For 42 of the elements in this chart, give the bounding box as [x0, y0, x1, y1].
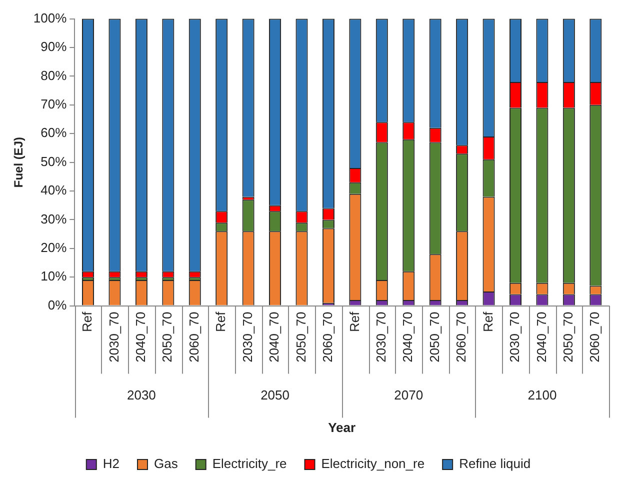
- y-tick-label: 70%: [40, 96, 68, 112]
- x-tick-label: 2040_70: [400, 312, 416, 362]
- y-tick-label: 30%: [40, 211, 68, 226]
- x-tick-label: 2060_70: [320, 312, 336, 362]
- x-tick-label: 2060_70: [186, 312, 202, 362]
- x-tick-label: Ref: [480, 311, 496, 332]
- y-tick-label: 90%: [40, 39, 68, 54]
- x-tick-label: Ref: [213, 311, 228, 332]
- x-tick-label: 2050_70: [560, 312, 576, 362]
- x-tick-label: 2040_70: [266, 312, 282, 362]
- legend-label: Refine liquid: [459, 456, 531, 472]
- x-tick-label: Ref: [80, 311, 95, 332]
- text: 2070: [394, 387, 424, 402]
- y-tick-label: 20%: [40, 240, 68, 255]
- x-tick-label: 2030_70: [373, 312, 388, 362]
- x-tick-label: 2030_70: [507, 312, 522, 362]
- y-axis-title: Fuel (EJ): [12, 136, 26, 188]
- y-tick-label: 10%: [40, 268, 68, 284]
- x-tick-label: 2030_70: [106, 312, 122, 362]
- x-axis-title: Year: [328, 420, 356, 435]
- legend-label: H2: [102, 456, 120, 472]
- x-tick-label: 2050_70: [160, 312, 175, 362]
- x-tick-label: 2040_70: [133, 312, 148, 362]
- y-tick-label: 40%: [40, 182, 68, 198]
- y-tick-label: 100%: [33, 10, 68, 26]
- x-tick-label: 2050_70: [293, 312, 308, 362]
- x-tick-label: Ref: [346, 311, 362, 332]
- x-tick-label: 2050_70: [426, 312, 442, 362]
- x-tick-label: 2030_70: [240, 312, 255, 362]
- legend-label: Electricity_non_re: [321, 456, 425, 472]
- x-tick-label: 2040_70: [534, 312, 549, 362]
- text: 2050: [260, 387, 290, 402]
- x-tick-label: 2060_70: [587, 312, 602, 362]
- text: 2100: [528, 387, 557, 402]
- y-tick-label: 60%: [40, 125, 68, 140]
- text: 2030: [126, 387, 156, 402]
- legend-label: Gas: [154, 456, 178, 472]
- y-tick-label: 80%: [40, 68, 68, 83]
- y-tick-label: 50%: [40, 154, 68, 169]
- legend-label: Electricity_re: [212, 456, 287, 472]
- y-tick-label: 0%: [48, 297, 68, 312]
- x-tick-label: 2060_70: [454, 312, 469, 362]
